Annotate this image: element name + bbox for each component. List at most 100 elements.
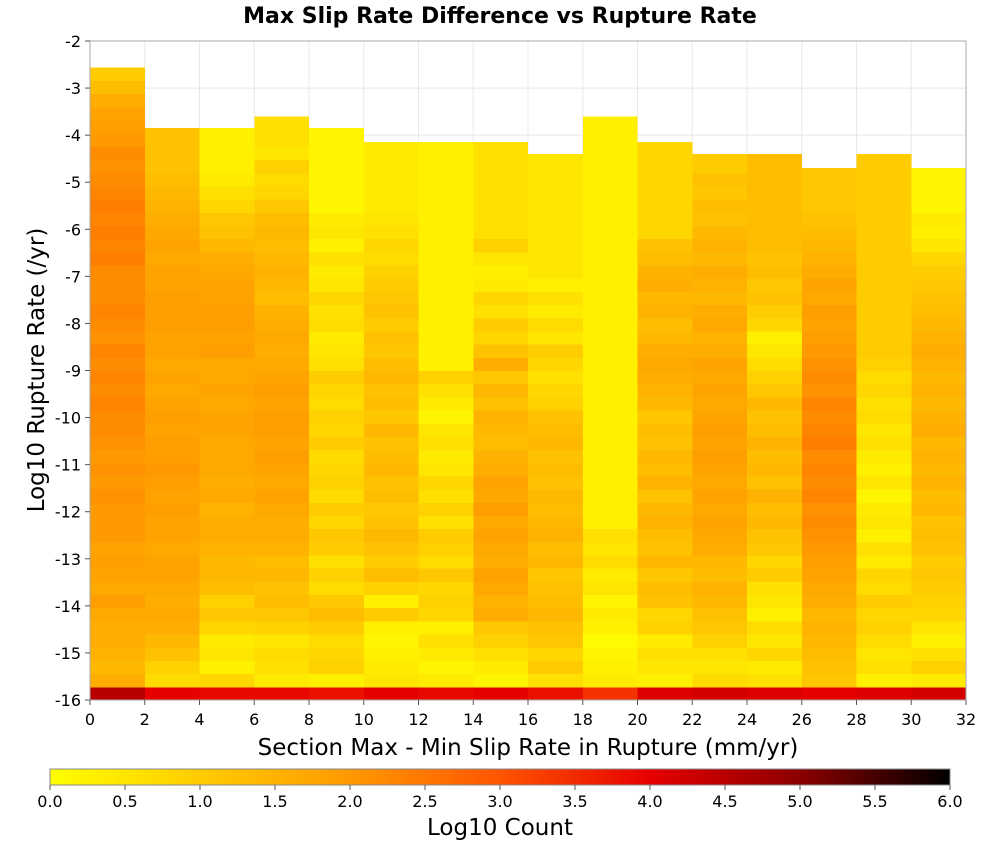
heatmap-cell [692, 475, 747, 490]
heatmap-cell [528, 660, 583, 675]
heatmap-cell [199, 344, 255, 358]
heatmap-cell [637, 607, 693, 622]
heatmap-cell [309, 370, 364, 385]
heatmap-cell [254, 423, 309, 437]
heatmap-cell [692, 251, 747, 266]
heatmap-cell [254, 581, 309, 596]
heatmap-cell [637, 568, 693, 582]
heatmap-cell [528, 317, 583, 332]
heatmap-cell [637, 541, 693, 556]
heatmap-cell [473, 449, 528, 464]
heatmap-cell [582, 541, 638, 556]
heatmap-cell [418, 594, 474, 609]
heatmap-cell [363, 581, 419, 596]
heatmap-cell [90, 172, 145, 187]
heatmap-cell [199, 581, 255, 596]
heatmap-cell [309, 502, 364, 516]
heatmap-cell [692, 238, 747, 253]
heatmap-cell [418, 634, 474, 648]
heatmap-cell [90, 647, 145, 661]
heatmap-cell [747, 383, 802, 398]
heatmap-cell [309, 410, 364, 424]
heatmap-cell [90, 120, 145, 134]
heatmap-cell [254, 686, 309, 701]
heatmap-cell [911, 568, 966, 582]
heatmap-cell [637, 330, 693, 345]
heatmap-cell [144, 647, 200, 661]
colorbar-tick-label: 5.5 [862, 792, 887, 811]
heatmap-cell [911, 396, 966, 411]
heatmap-cell [90, 541, 145, 556]
heatmap-cell [90, 436, 145, 451]
heatmap-cell [254, 594, 309, 609]
y-tick-label: -2 [65, 32, 81, 51]
heatmap-cell [801, 489, 857, 503]
heatmap-cell [309, 462, 364, 477]
heatmap-cell [309, 686, 364, 701]
heatmap-cell [309, 128, 364, 213]
heatmap-cell [254, 159, 309, 174]
heatmap-cell [801, 330, 857, 345]
heatmap-cell [637, 634, 693, 648]
heatmap-cell [911, 278, 966, 292]
heatmap-cell [254, 634, 309, 648]
heatmap-cell [637, 383, 693, 398]
heatmap-cell [90, 67, 145, 82]
heatmap-cell [309, 344, 364, 358]
heatmap-cell [309, 436, 364, 451]
heatmap-cell [856, 660, 912, 675]
heatmap-cell [418, 686, 474, 701]
heatmap-cell [144, 344, 200, 358]
heatmap-cell [254, 383, 309, 398]
heatmap-cell [911, 265, 966, 279]
heatmap-cell [692, 436, 747, 451]
heatmap-cell [254, 607, 309, 622]
heatmap-cell [309, 673, 364, 688]
heatmap-cell [856, 153, 912, 358]
y-tick-label: -8 [65, 314, 81, 333]
heatmap-cell [637, 502, 693, 516]
heatmap-cell [199, 225, 255, 240]
heatmap-cell [856, 686, 912, 701]
heatmap-cell [199, 620, 255, 635]
heatmap-cell [363, 383, 419, 398]
heatmap-cell [692, 278, 747, 292]
heatmap-cell [692, 357, 747, 371]
y-axis-ticks: -2 -3 -4 -5 -6 -7 -8 -9 -10 -11 -12 -13 -14 -15 -16 [55, 32, 90, 710]
heatmap-cell [90, 185, 145, 200]
heatmap-cell [144, 449, 200, 464]
heatmap-cell [144, 673, 200, 688]
heatmap-cell [801, 660, 857, 675]
heatmap-cell [528, 330, 583, 345]
heatmap-cell [528, 594, 583, 609]
heatmap-cell [309, 396, 364, 411]
heatmap-cell [582, 528, 638, 543]
heatmap-cell [254, 278, 309, 292]
heatmap-cell [473, 647, 528, 661]
heatmap-cell [856, 396, 912, 411]
heatmap-cell [747, 330, 802, 345]
heatmap-cell [418, 660, 474, 675]
heatmap-cell [747, 357, 802, 371]
heatmap-cell [692, 185, 747, 200]
heatmap-cell [90, 634, 145, 648]
heatmap-cell [747, 528, 802, 543]
heatmap-cell [692, 555, 747, 569]
colorbar-tick-label: 4.5 [712, 792, 737, 811]
heatmap-cell [199, 357, 255, 371]
heatmap-cell [199, 502, 255, 516]
heatmap-cell [528, 475, 583, 490]
heatmap-cell [582, 581, 638, 596]
heatmap-cell [582, 555, 638, 569]
heatmap-cell [528, 502, 583, 516]
heatmap-cell [144, 555, 200, 569]
colorbar-tick-label: 5.0 [787, 792, 812, 811]
heatmap-cell [528, 344, 583, 358]
x-tick-label: 26 [792, 710, 812, 729]
heatmap-cell [363, 370, 419, 385]
heatmap-cell [528, 153, 583, 279]
heatmap-cell [637, 594, 693, 609]
heatmap-cell [254, 212, 309, 227]
heatmap-cell [473, 436, 528, 451]
heatmap-cell [199, 673, 255, 688]
